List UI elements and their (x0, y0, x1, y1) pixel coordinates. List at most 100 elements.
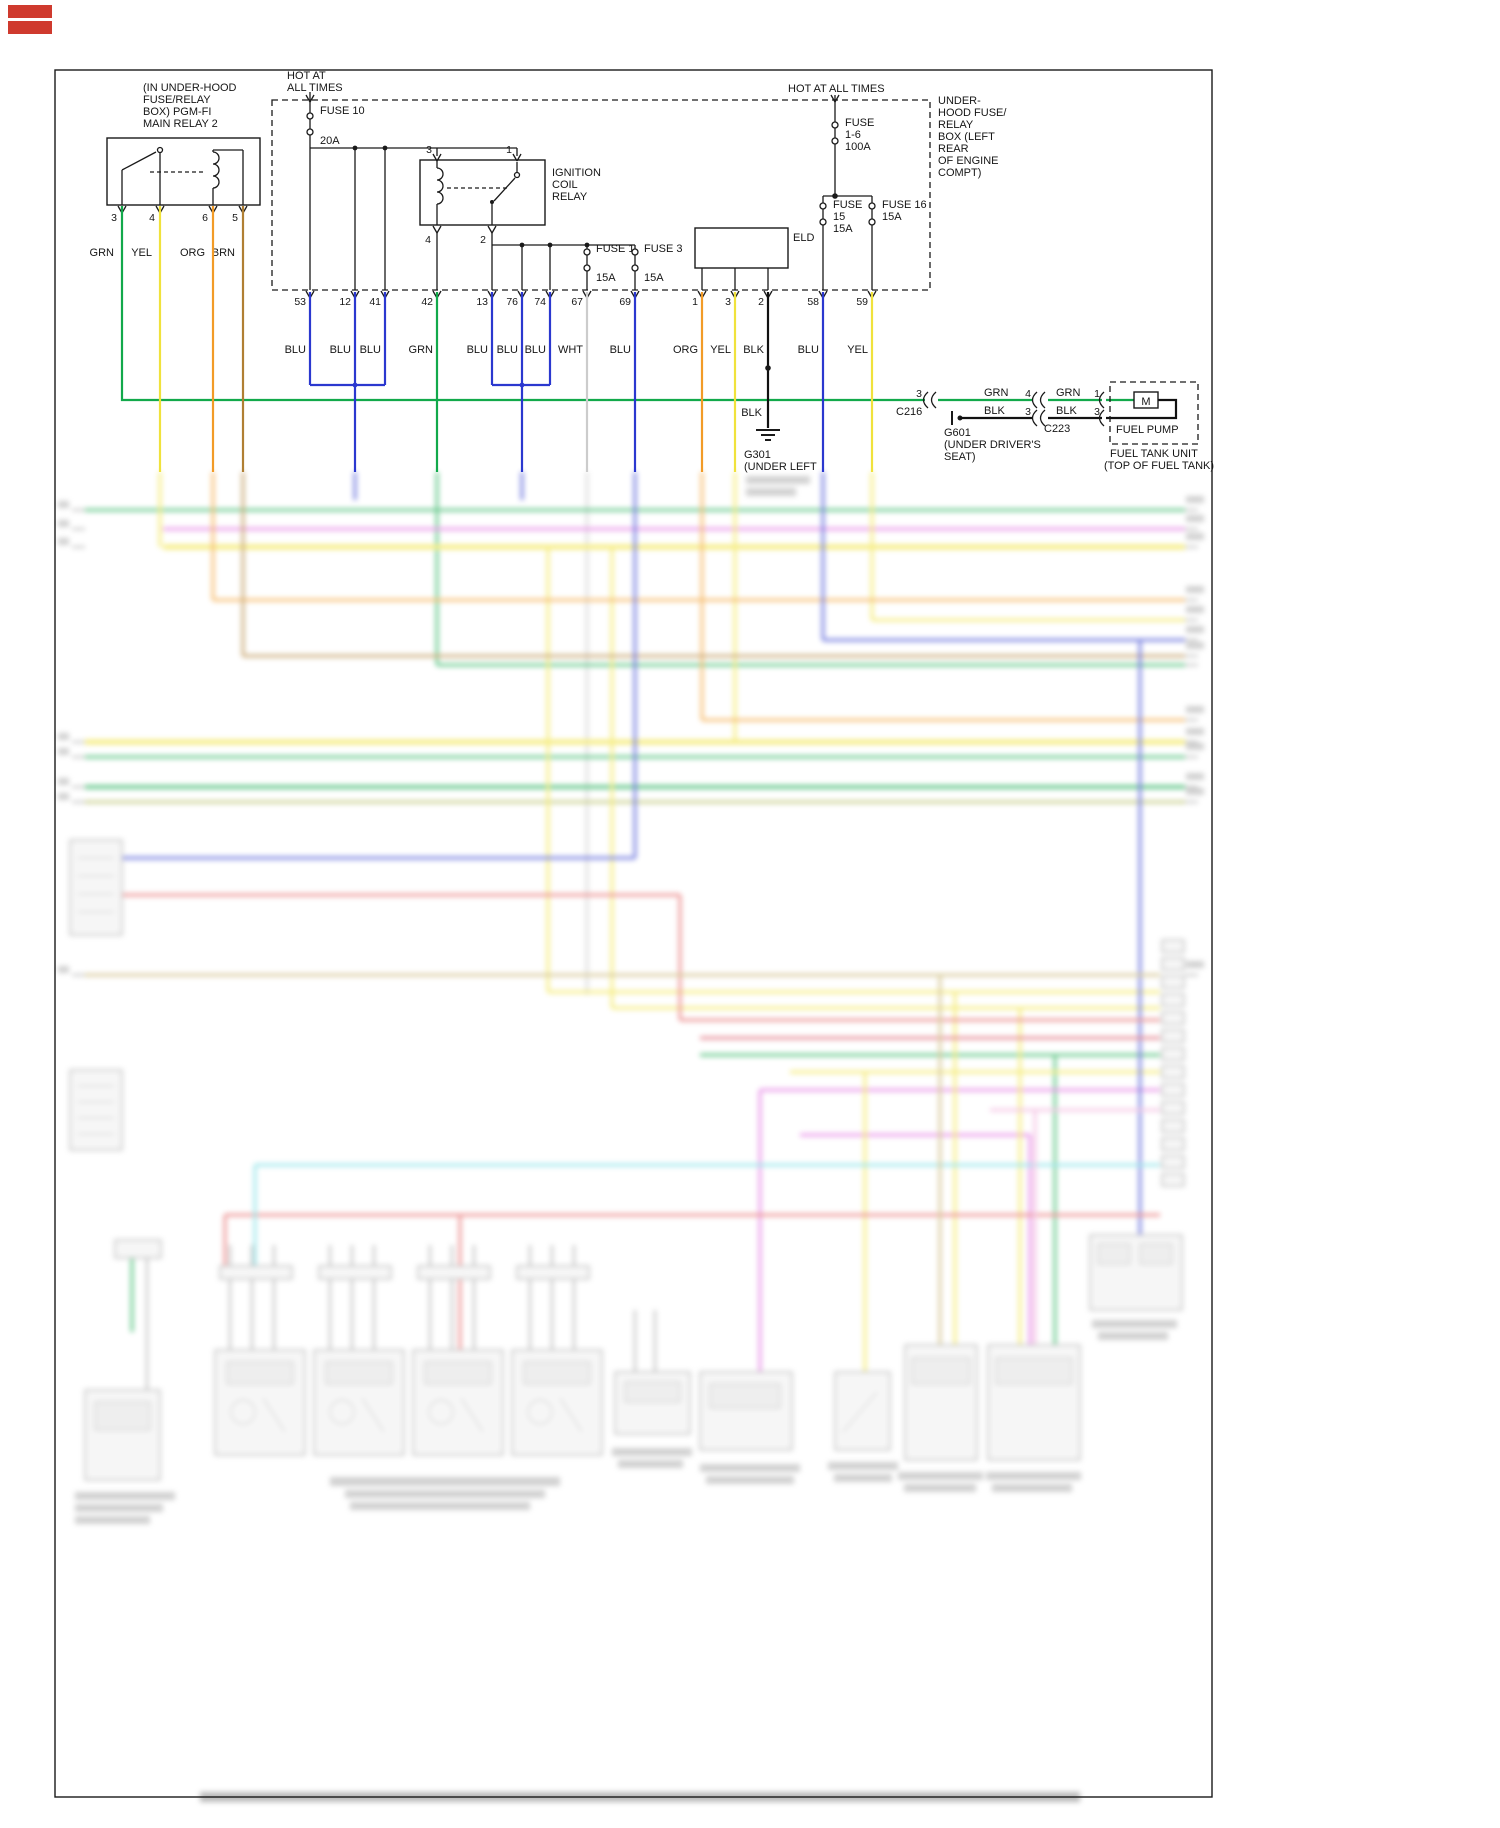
relay-pin-arrows (117, 205, 248, 214)
colored-wires-top (120, 206, 1134, 472)
fuse1-amps: 15A (596, 272, 616, 284)
screen-artifact-red-bars (8, 5, 52, 34)
fuse-16: FUSE 16 15A (868, 196, 927, 290)
c223-pin-bottom: 3 (1025, 406, 1031, 418)
pin-label: 12 (339, 296, 351, 308)
g301-wire-label: BLK (741, 407, 762, 419)
wire-color-labels: BLU BLU BLU GRN BLU BLU BLU WHT BLU ORG … (285, 344, 868, 356)
fuse10-name: FUSE 10 (320, 105, 365, 117)
g301-label: G301 (744, 449, 771, 461)
fuse15-label-2: 15 (833, 211, 845, 223)
underhood-fuse-relay-box: HOT AT ALL TIMES HOT AT ALL TIMES FUSE 1… (271, 70, 1007, 299)
fuse-1-6-label-1: FUSE (845, 117, 874, 129)
g601-location-1: (UNDER DRIVER'S (944, 439, 1041, 451)
fuse3-amps: 15A (644, 272, 664, 284)
fuel-pump-motor (1133, 391, 1159, 409)
wire-color-label: GRN (409, 344, 434, 356)
wire-color-label: WHT (558, 344, 583, 356)
wire-color-label: YEL (847, 344, 868, 356)
relay-pin-6: 6 (202, 212, 208, 224)
icm-pin-2: 2 (480, 234, 486, 246)
fuse1-name: FUSE 1 (596, 243, 635, 255)
wire-color-label: BLU (610, 344, 631, 356)
pin-label: 76 (506, 296, 518, 308)
underhood-label-3: RELAY (938, 119, 974, 131)
fuse-1-6-label-3: 100A (845, 141, 871, 153)
box-entry-arrows (305, 94, 840, 103)
fuel-tank-label-1: FUEL TANK UNIT (1110, 448, 1198, 460)
connector-c223: 4 3 C223 (1025, 388, 1070, 435)
fuel-tank-label-2: (TOP OF FUEL TANK) (1104, 460, 1214, 472)
fuse-15: FUSE 15 15A (819, 196, 862, 290)
eld-box: ELD (694, 227, 814, 290)
wire-color-label: BLU (360, 344, 381, 356)
blurred-right-pin-column (1161, 939, 1185, 1187)
underhood-label-6: OF ENGINE (938, 155, 999, 167)
pin-label: 69 (619, 296, 631, 308)
main-relay-label-1: (IN UNDER-HOOD (143, 82, 237, 94)
page-border (54, 69, 1213, 1798)
fuse-1-6: FUSE 1-6 100A (831, 95, 874, 196)
pin-label: 59 (856, 296, 868, 308)
pin-label: 67 (571, 296, 583, 308)
icm-pin-4: 4 (425, 234, 431, 246)
wire-color-label: BLU (285, 344, 306, 356)
fuse15-label-3: 15A (833, 223, 853, 235)
wire-color-label: BLU (798, 344, 819, 356)
pin-label: 1 (692, 296, 698, 308)
icm-label-1: IGNITION (552, 167, 601, 179)
icm-pin-1: 1 (506, 144, 512, 156)
pin-label: 74 (534, 296, 546, 308)
g301-location: (UNDER LEFT (744, 461, 817, 473)
g601-label: G601 (944, 427, 971, 439)
connector-c216: 3 C216 (896, 388, 937, 418)
connector-row-arrows (305, 290, 877, 299)
c223-label: C223 (1044, 423, 1070, 435)
blurred-wires (85, 472, 1185, 1372)
fuse-10: FUSE 10 20A (306, 92, 365, 290)
fuel-pump-circuit: 3 C216 GRN BLK G601 (UNDER DRIVER'S SEAT… (896, 381, 1214, 472)
fuel-pump-ground-wire (960, 398, 1178, 420)
icm-label-2: COIL (552, 179, 578, 191)
ground-symbol (756, 429, 780, 441)
wire-color-label: YEL (710, 344, 731, 356)
wire-color-label: BLU (497, 344, 518, 356)
relay-wire-grn-label: GRN (90, 247, 115, 259)
eld-label: ELD (793, 232, 814, 244)
motor-m-label: M (1141, 396, 1150, 408)
blurred-left-connector-stacks (69, 839, 123, 1151)
relay-wire-org-label: ORG (180, 247, 205, 259)
pump-pin-top: 1 (1094, 388, 1100, 400)
relay-pin-3: 3 (111, 212, 117, 224)
pin-label: 58 (807, 296, 819, 308)
c223-pin-top: 4 (1025, 388, 1031, 400)
relay-wire-yel-label: YEL (131, 247, 152, 259)
wire-color-label: ORG (673, 344, 698, 356)
underhood-label-7: COMPT) (938, 167, 981, 179)
fuse-3: FUSE 3 15A (631, 243, 683, 290)
icm-label-3: RELAY (552, 191, 588, 203)
underhood-label-2: HOOD FUSE/ (938, 107, 1007, 119)
connector-pin-numbers: 53 12 41 42 13 76 74 67 69 1 3 2 58 59 (294, 296, 868, 308)
fuse-1: FUSE 1 15A (583, 243, 635, 290)
wire-color-label: BLU (330, 344, 351, 356)
underhood-label-5: REAR (938, 143, 969, 155)
fuse10-amps: 20A (320, 135, 340, 147)
hot-at-all-times-left-2: ALL TIMES (287, 82, 343, 94)
relay-pin-5: 5 (232, 212, 238, 224)
icm-pin-arrows (432, 153, 522, 234)
grn-label-a: GRN (984, 387, 1009, 399)
ground-g601: G601 (UNDER DRIVER'S SEAT) (944, 411, 1041, 463)
c216-label: C216 (896, 406, 922, 418)
blurred-bottom-components (84, 1234, 1183, 1481)
fuel-pump-label: FUEL PUMP (1116, 424, 1179, 436)
fuse3-name: FUSE 3 (644, 243, 683, 255)
pin-label: 3 (725, 296, 731, 308)
main-relay-label-2: FUSE/RELAY (143, 94, 211, 106)
fuse-1-6-label-2: 1-6 (845, 129, 861, 141)
pin-label: 53 (294, 296, 306, 308)
blk-label-b: BLK (1056, 405, 1077, 417)
underhood-label-4: BOX (LEFT (938, 131, 995, 143)
relay-wire-brn-label: BRN (212, 247, 235, 259)
